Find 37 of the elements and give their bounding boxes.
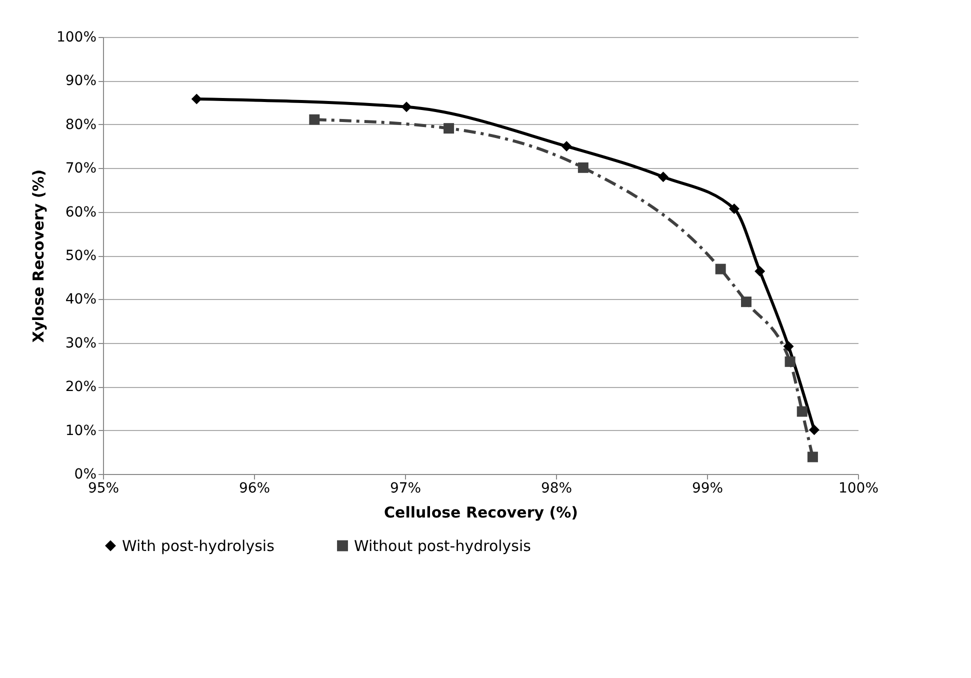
point: [784, 356, 796, 367]
point: [561, 141, 572, 152]
point: [658, 172, 668, 182]
y-tick-label: 0%: [74, 466, 96, 482]
point: [807, 452, 818, 462]
point: [715, 264, 726, 274]
point: [741, 296, 752, 308]
y-tick-label: 50%: [65, 248, 96, 264]
point: [444, 123, 454, 134]
point: [783, 341, 794, 352]
y-tick-label: 30%: [65, 335, 96, 352]
x-tick-label: 97%: [390, 480, 422, 496]
point: [401, 102, 412, 112]
y-tick-label: 60%: [65, 204, 96, 220]
y-tick-label: 90%: [65, 73, 96, 90]
x-tick-label: 95%: [88, 480, 120, 496]
point: [309, 114, 320, 125]
point: [728, 203, 740, 214]
x-tick-label: 99%: [692, 480, 724, 496]
point: [191, 94, 202, 104]
x-tick-label: 100%: [838, 480, 879, 496]
legend-label: With post-hydrolysis: [122, 536, 275, 555]
point: [578, 162, 588, 173]
x-axis-title: Cellulose Recovery (%): [384, 504, 578, 522]
x-tick-label: 96%: [238, 480, 270, 496]
point: [754, 266, 766, 276]
y-tick-label: 10%: [65, 422, 96, 439]
y-tick-label: 80%: [65, 116, 96, 133]
y-tick-label: 20%: [65, 379, 96, 396]
legend-label: Without post-hydrolysis: [354, 536, 532, 555]
y-axis-title: Xylose Recovery (%): [29, 169, 48, 343]
point: [808, 424, 820, 436]
point: [796, 406, 808, 417]
y-tick-label: 40%: [65, 292, 96, 308]
y-tick-label: 70%: [65, 160, 96, 177]
x-tick-label: 98%: [540, 480, 572, 496]
y-tick-label: 100%: [56, 30, 96, 46]
